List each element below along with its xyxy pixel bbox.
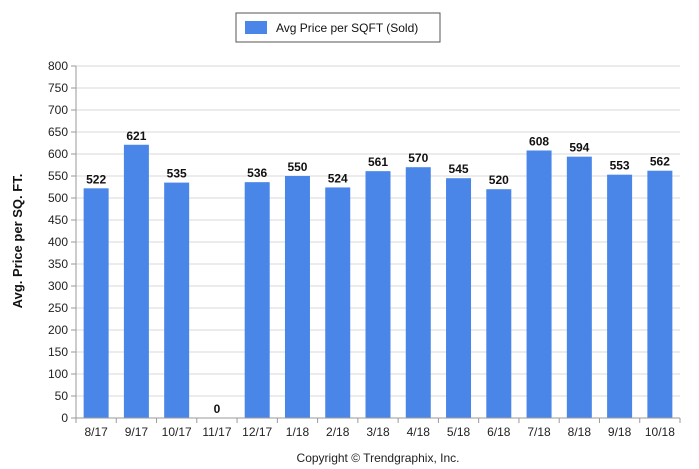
y-tick-label: 550 [48,169,68,183]
x-tick-label: 8/17 [84,425,108,439]
x-tick-label: 6/18 [487,425,511,439]
bar [164,182,190,418]
data-label: 550 [287,160,307,174]
data-label: 520 [489,173,509,187]
y-tick-label: 0 [61,411,68,425]
x-tick-label: 1/18 [286,425,310,439]
y-tick-label: 300 [48,279,68,293]
bar [647,170,673,418]
bar [486,189,512,418]
data-label: 522 [86,172,106,186]
x-tick-label: 8/18 [568,425,592,439]
x-tick-label: 5/18 [447,425,471,439]
bar [405,167,431,418]
bar [284,176,310,418]
bar [607,174,633,418]
y-tick-label: 250 [48,301,68,315]
data-label: 570 [408,151,428,165]
y-axis-title: Avg. Price per SQ. FT. [10,174,25,309]
y-tick-label: 200 [48,323,68,337]
data-label: 0 [214,402,221,416]
x-tick-label: 4/18 [407,425,431,439]
bar [325,187,351,418]
data-label: 536 [247,166,267,180]
y-tick-label: 150 [48,345,68,359]
x-tick-label: 9/17 [125,425,149,439]
data-label: 608 [529,134,549,148]
bars [83,144,673,419]
legend-swatch [245,21,267,34]
data-label: 553 [610,159,630,173]
y-tick-label: 350 [48,257,68,271]
x-tick-label: 10/17 [162,425,192,439]
bar [365,171,391,418]
data-label: 621 [126,129,146,143]
bar [446,178,472,418]
bar [123,144,149,418]
y-tick-label: 100 [48,367,68,381]
data-label: 524 [328,171,348,185]
y-tick-label: 600 [48,147,68,161]
y-tick-label: 700 [48,103,68,117]
x-tick-label: 9/18 [608,425,632,439]
bar [83,188,109,418]
y-tick-label: 50 [55,389,69,403]
y-tick-label: 650 [48,125,68,139]
legend: Avg Price per SQFT (Sold) [235,12,441,43]
x-tick-label: 10/18 [645,425,675,439]
x-tick-label: 3/18 [366,425,390,439]
legend-label: Avg Price per SQFT (Sold) [276,21,418,35]
data-label: 562 [650,155,670,169]
y-tick-label: 400 [48,235,68,249]
data-labels: 522 621 535 0 536 550 524 561 570 545 520 608 594 553… [86,129,670,416]
data-label: 594 [569,141,589,155]
data-label: 545 [449,162,469,176]
x-tick-label: 11/17 [202,425,231,439]
y-tick-label: 450 [48,213,68,227]
legend-box [235,12,441,43]
bar [244,182,270,418]
y-axis-ticks: 0 50 100 150 200 250 300 350 400 450 500 550 600 650 7… [48,59,76,425]
x-tick-label: 7/18 [527,425,551,439]
y-tick-label: 800 [48,59,68,73]
copyright-text: Copyright © Trendgraphix, Inc. [297,451,460,465]
bar [566,156,592,418]
data-label: 535 [167,167,187,181]
axes [75,66,680,419]
y-tick-label: 750 [48,81,68,95]
data-label: 561 [368,155,388,169]
x-tick-label: 2/18 [326,425,350,439]
y-tick-label: 500 [48,191,68,205]
x-tick-label: 12/17 [242,425,272,439]
bar [526,150,552,419]
x-axis-ticks: 8/17 9/17 10/17 11/17 12/17 1/18 2/18 3/18 4/18 5… [75,418,681,439]
